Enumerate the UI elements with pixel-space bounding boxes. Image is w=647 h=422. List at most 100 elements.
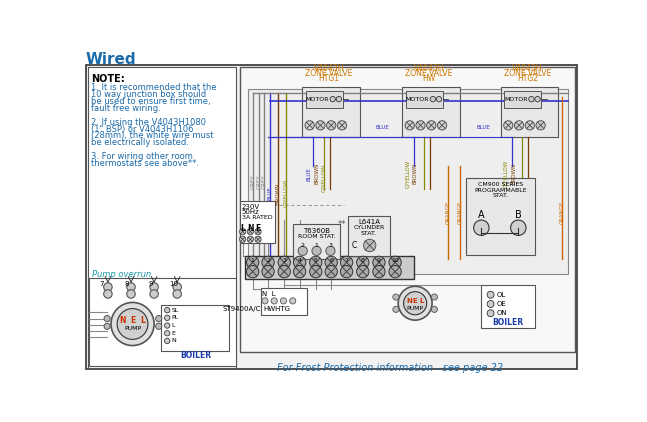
Circle shape (340, 256, 353, 268)
Text: B: B (515, 210, 521, 219)
Text: MOTOR: MOTOR (305, 97, 329, 102)
Text: Wired: Wired (85, 51, 137, 67)
Text: CYLINDER: CYLINDER (353, 225, 384, 230)
Text: G/YELLOW: G/YELLOW (321, 164, 326, 192)
Text: ST9400A/C: ST9400A/C (223, 306, 261, 311)
Circle shape (312, 246, 321, 255)
Bar (481, 286, 535, 328)
Circle shape (127, 290, 135, 298)
Circle shape (278, 256, 291, 268)
Text: 1: 1 (251, 257, 255, 262)
Text: N: N (247, 224, 254, 233)
Circle shape (262, 298, 268, 304)
Circle shape (416, 121, 425, 130)
Text: ORANGE: ORANGE (560, 201, 565, 224)
Text: 3A RATED: 3A RATED (242, 215, 272, 219)
Text: ROOM STAT.: ROOM STAT. (298, 234, 335, 239)
Circle shape (173, 290, 181, 298)
Bar (501, 87, 558, 137)
Text: be electrically isolated.: be electrically isolated. (91, 138, 189, 147)
Circle shape (164, 330, 170, 336)
Circle shape (294, 256, 306, 268)
Bar (306, 91, 343, 108)
Text: BLUE: BLUE (476, 125, 490, 130)
Text: C: C (352, 241, 357, 250)
Text: BOILER: BOILER (180, 351, 211, 360)
Text: 7: 7 (345, 257, 349, 262)
Circle shape (310, 256, 322, 268)
Circle shape (514, 121, 523, 130)
Circle shape (474, 220, 489, 235)
Text: N  L: N L (262, 291, 276, 297)
Text: MOTOR: MOTOR (406, 97, 429, 102)
Text: BROWN: BROWN (314, 163, 319, 184)
Text: L: L (172, 323, 175, 328)
Circle shape (336, 97, 342, 102)
Circle shape (503, 121, 513, 130)
Circle shape (164, 323, 170, 328)
Circle shape (247, 265, 259, 278)
Circle shape (405, 121, 414, 130)
Bar (89, 278, 236, 366)
Text: 2: 2 (301, 243, 305, 248)
Bar (248, 89, 567, 274)
Circle shape (364, 239, 376, 252)
Circle shape (487, 300, 494, 308)
Text: MOTOR: MOTOR (504, 97, 528, 102)
Circle shape (487, 291, 494, 298)
Text: PL: PL (172, 315, 179, 320)
Text: STAT.: STAT. (492, 193, 509, 198)
Text: thermostats see above**.: thermostats see above**. (91, 159, 199, 168)
Text: E: E (130, 316, 135, 325)
Bar (261, 288, 307, 315)
Circle shape (104, 290, 112, 298)
Text: 10: 10 (169, 281, 178, 287)
Bar (406, 91, 443, 108)
Circle shape (325, 265, 337, 278)
Circle shape (294, 265, 306, 278)
Text: T6360B: T6360B (303, 228, 330, 234)
Circle shape (255, 236, 261, 242)
Text: BLUE: BLUE (376, 125, 389, 130)
Text: (28mm), the white wire must: (28mm), the white wire must (91, 132, 214, 141)
Bar (505, 91, 542, 108)
Text: G/YELLOW: G/YELLOW (283, 179, 289, 207)
Text: OE: OE (497, 301, 507, 307)
Circle shape (247, 236, 254, 242)
Circle shape (104, 323, 110, 330)
Text: 2. If using the V4043H1080: 2. If using the V4043H1080 (91, 118, 206, 127)
Circle shape (164, 308, 170, 313)
Circle shape (156, 316, 162, 322)
Text: ZONE VALVE: ZONE VALVE (305, 69, 353, 78)
Circle shape (525, 121, 534, 130)
Text: PUMP: PUMP (124, 326, 141, 331)
Text: N: N (119, 316, 126, 325)
Text: CM900 SERIES: CM900 SERIES (478, 182, 523, 187)
Circle shape (529, 97, 534, 102)
Circle shape (164, 338, 170, 344)
Circle shape (150, 290, 159, 298)
Circle shape (290, 298, 296, 304)
Text: 9: 9 (148, 281, 153, 287)
Circle shape (280, 298, 287, 304)
Text: 10: 10 (391, 257, 399, 262)
Circle shape (373, 256, 385, 268)
Circle shape (327, 121, 336, 130)
Text: N: N (172, 338, 177, 344)
Text: BROWN: BROWN (511, 163, 516, 184)
Text: A: A (478, 210, 485, 219)
Circle shape (239, 228, 246, 235)
Circle shape (373, 265, 385, 278)
Text: BOILER: BOILER (493, 318, 524, 327)
Text: BROWN: BROWN (276, 182, 281, 204)
Text: BROWN: BROWN (413, 163, 417, 184)
Text: V4043H: V4043H (512, 64, 543, 73)
Text: 2: 2 (266, 257, 270, 262)
Text: ZONE VALVE: ZONE VALVE (405, 69, 453, 78)
Circle shape (305, 121, 314, 130)
Circle shape (156, 323, 162, 330)
Circle shape (426, 121, 436, 130)
Text: 3. For wiring other room: 3. For wiring other room (91, 152, 193, 161)
Circle shape (436, 97, 442, 102)
Circle shape (310, 265, 322, 278)
